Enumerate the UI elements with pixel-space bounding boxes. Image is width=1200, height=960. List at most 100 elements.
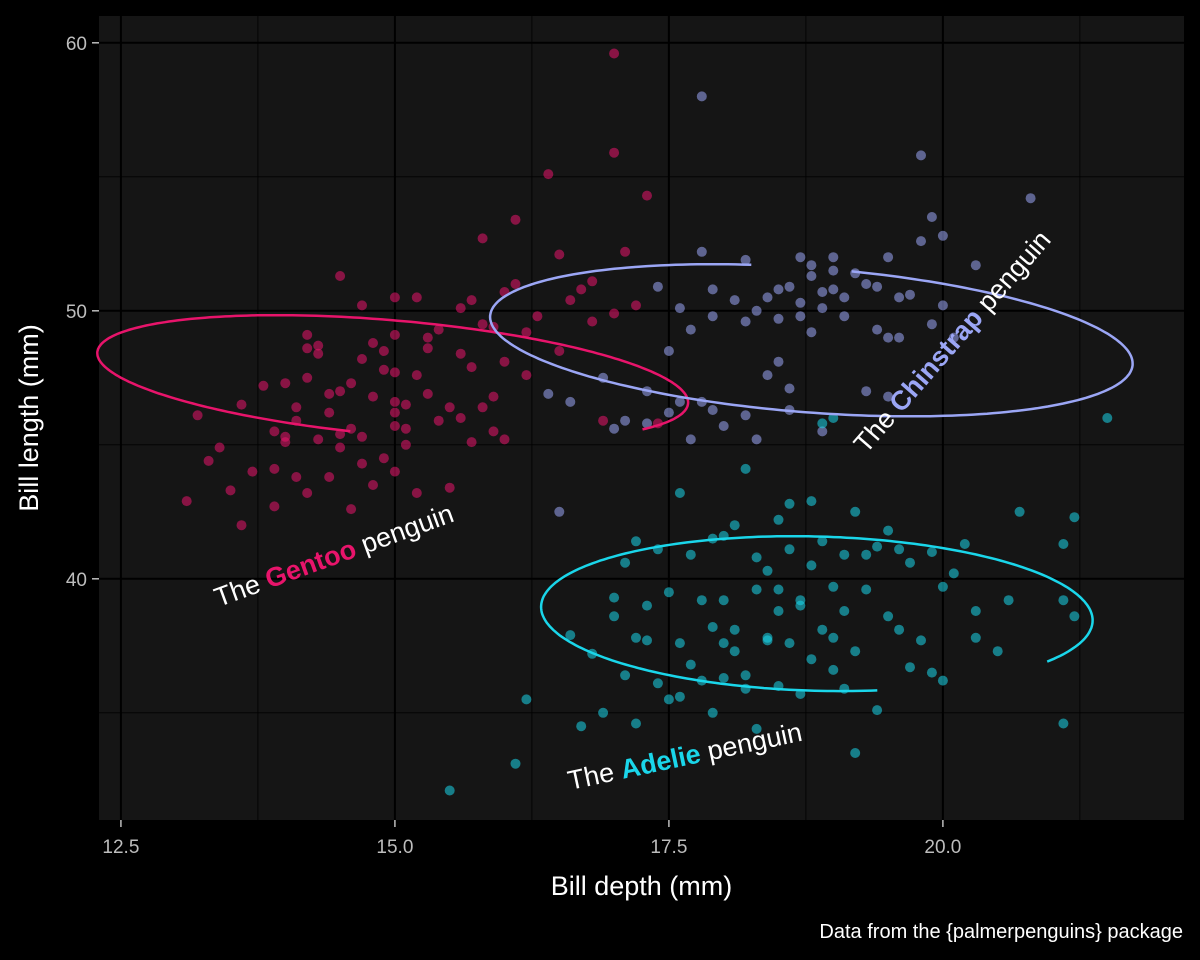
chinstrap-point xyxy=(707,311,718,322)
adelie-point xyxy=(1058,595,1069,606)
gentoo-point xyxy=(346,504,357,515)
gentoo-point xyxy=(357,431,367,442)
adelie-point xyxy=(806,560,817,571)
adelie-point xyxy=(729,646,740,657)
chinstrap-point xyxy=(828,265,839,276)
adelie-point xyxy=(894,544,905,555)
adelie-point xyxy=(729,624,740,635)
gentoo-point xyxy=(324,388,335,399)
gentoo-point xyxy=(609,48,620,59)
gentoo-point xyxy=(609,308,620,319)
gentoo-point xyxy=(455,348,466,359)
chinstrap-point xyxy=(685,324,696,335)
adelie-point xyxy=(696,595,707,606)
chinstrap-point xyxy=(652,281,663,292)
gentoo-point xyxy=(357,300,367,311)
gentoo-point xyxy=(444,402,455,413)
adelie-point xyxy=(685,659,696,670)
adelie-point xyxy=(510,758,521,769)
species-ellipses xyxy=(96,262,1134,693)
gentoo-point xyxy=(510,279,521,289)
adelie-point xyxy=(521,694,532,705)
y-tick-label: 50 xyxy=(66,302,87,323)
gentoo-point xyxy=(400,399,411,410)
y-tick-label: 60 xyxy=(66,34,87,55)
gentoo-point xyxy=(324,407,335,418)
gentoo-point xyxy=(313,434,324,445)
chinstrap-point xyxy=(663,346,674,356)
y-axis: 40 50 60 xyxy=(66,34,99,591)
adelie-point xyxy=(631,536,641,547)
x-tick-label: 20.0 xyxy=(924,837,961,858)
adelie-point xyxy=(1069,512,1080,523)
adelie-point xyxy=(839,606,850,616)
gentoo-point xyxy=(313,340,324,351)
adelie-point xyxy=(609,592,620,603)
adelie-point xyxy=(937,581,948,592)
gentoo-point xyxy=(576,284,587,295)
chinstrap-point xyxy=(806,271,817,281)
chinstrap-point xyxy=(674,303,685,314)
adelie-point xyxy=(663,694,674,705)
adelie-point xyxy=(1014,506,1025,517)
gentoo-point xyxy=(291,472,302,482)
chinstrap-point xyxy=(883,391,894,402)
gentoo-point xyxy=(422,332,433,343)
chinstrap-point xyxy=(861,386,872,397)
chinstrap-point xyxy=(554,506,565,517)
gentoo-point xyxy=(532,311,543,322)
gentoo-point xyxy=(335,386,346,397)
gentoo-point xyxy=(411,370,422,381)
adelie-point xyxy=(784,638,795,649)
chinstrap-point xyxy=(773,313,784,324)
adelie-point xyxy=(959,539,970,549)
adelie-point xyxy=(620,670,631,681)
gentoo-point xyxy=(302,329,313,340)
chinstrap-point xyxy=(806,260,817,271)
adelie-point xyxy=(707,707,718,718)
adelie-point xyxy=(894,624,905,635)
chinstrap-point xyxy=(828,284,839,295)
gentoo-point xyxy=(291,402,302,413)
chinstrap-point xyxy=(565,396,576,407)
adelie-point xyxy=(652,678,663,689)
adelie-point xyxy=(850,506,861,517)
chinstrap-point xyxy=(937,230,948,241)
gentoo-point xyxy=(422,343,433,354)
chinstrap-ellipse xyxy=(488,262,1134,418)
chinstrap-point xyxy=(740,254,751,265)
minor-gridlines xyxy=(99,16,1184,820)
caption: Data from the {palmerpenguins} package xyxy=(819,921,1183,943)
gentoo-point xyxy=(335,442,346,453)
gentoo-point xyxy=(400,423,411,434)
adelie-point xyxy=(762,565,773,576)
gentoo-point xyxy=(488,391,499,402)
chinstrap-point xyxy=(872,324,883,335)
chinstrap-point xyxy=(685,434,696,445)
chinstrap-point xyxy=(883,332,894,343)
chinstrap-point xyxy=(707,284,718,295)
chinstrap-point xyxy=(937,300,948,311)
gentoo-point xyxy=(280,437,291,448)
adelie-point xyxy=(817,418,828,429)
gentoo-point xyxy=(368,391,378,402)
gentoo-point xyxy=(389,466,400,477)
chinstrap-point xyxy=(740,410,751,421)
chinstrap-point xyxy=(916,150,926,161)
gentoo-point xyxy=(192,410,203,421)
gentoo-point xyxy=(521,370,532,381)
chinstrap-point xyxy=(773,284,784,295)
chinstrap-point xyxy=(839,311,850,322)
adelie-point xyxy=(598,707,609,718)
adelie-point xyxy=(674,638,685,649)
adelie-point xyxy=(718,673,729,683)
adelie-point xyxy=(872,705,883,716)
chinstrap-point xyxy=(926,212,937,222)
adelie-point xyxy=(674,488,685,498)
adelie-point xyxy=(937,675,948,686)
chinstrap-point xyxy=(729,295,740,306)
chinstrap-point xyxy=(872,281,883,292)
gentoo-point xyxy=(225,485,236,496)
gentoo-point xyxy=(258,380,269,391)
adelie-point xyxy=(905,557,915,568)
